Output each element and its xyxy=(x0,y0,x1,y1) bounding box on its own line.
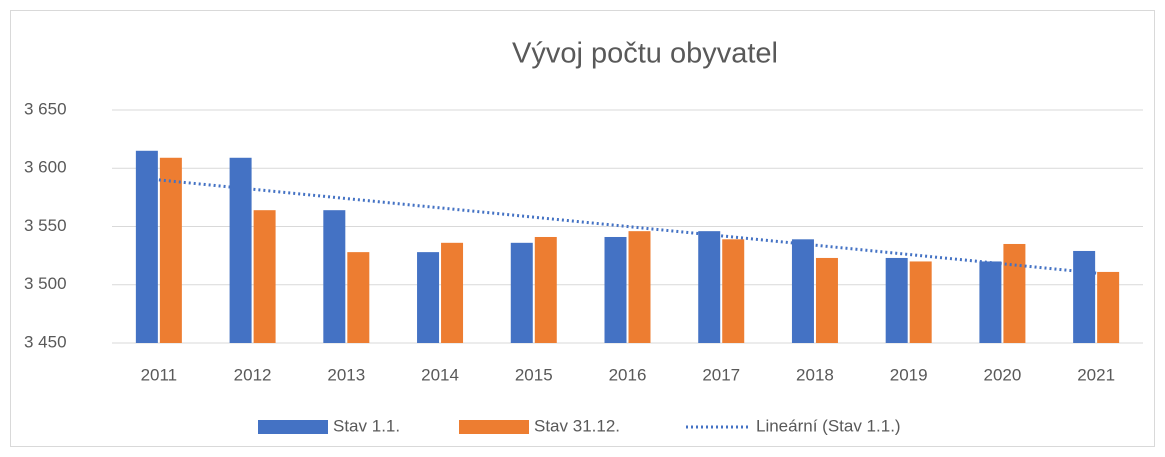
y-tick-label: 3 650 xyxy=(24,99,67,118)
bar xyxy=(909,261,932,343)
bar xyxy=(135,150,158,343)
bar xyxy=(791,239,814,343)
bar xyxy=(722,239,745,343)
x-tick-label: 2019 xyxy=(890,365,928,384)
bar xyxy=(510,242,533,343)
bar xyxy=(1097,271,1120,343)
bar xyxy=(979,261,1002,343)
legend-swatch xyxy=(459,420,529,434)
x-tick-label: 2012 xyxy=(234,365,272,384)
bar xyxy=(1073,250,1096,343)
legend-label: Lineární (Stav 1.1.) xyxy=(756,416,901,435)
bar xyxy=(347,252,370,343)
x-tick-label: 2018 xyxy=(796,365,834,384)
bar xyxy=(885,257,908,343)
legend-swatch xyxy=(258,420,328,434)
x-tick-label: 2016 xyxy=(609,365,647,384)
bar xyxy=(441,242,464,343)
bar xyxy=(253,210,276,343)
bar xyxy=(604,236,627,343)
x-tick-label: 2020 xyxy=(983,365,1021,384)
bar xyxy=(628,231,651,343)
legend-label: Stav 1.1. xyxy=(333,416,400,435)
bar xyxy=(323,210,346,343)
chart-title: Vývoj počtu obyvatel xyxy=(512,38,778,70)
y-tick-label: 3 500 xyxy=(24,274,67,293)
bar xyxy=(815,257,838,343)
bar xyxy=(698,231,721,343)
x-tick-label: 2015 xyxy=(515,365,553,384)
x-tick-label: 2011 xyxy=(141,365,178,384)
y-tick-label: 3 600 xyxy=(24,158,67,177)
x-tick-label: 2021 xyxy=(1077,365,1115,384)
x-tick-label: 2013 xyxy=(327,365,365,384)
chart-border xyxy=(10,10,1155,447)
bar xyxy=(159,157,182,343)
y-tick-label: 3 450 xyxy=(24,332,67,351)
legend-label: Stav 31.12. xyxy=(534,416,620,435)
x-tick-label: 2017 xyxy=(702,365,740,384)
bar xyxy=(417,252,440,343)
y-tick-label: 3 550 xyxy=(24,216,67,235)
bar xyxy=(1003,243,1026,343)
bar xyxy=(534,236,557,343)
trend-line xyxy=(158,178,1097,275)
bar xyxy=(229,157,252,343)
x-tick-label: 2014 xyxy=(421,365,459,384)
